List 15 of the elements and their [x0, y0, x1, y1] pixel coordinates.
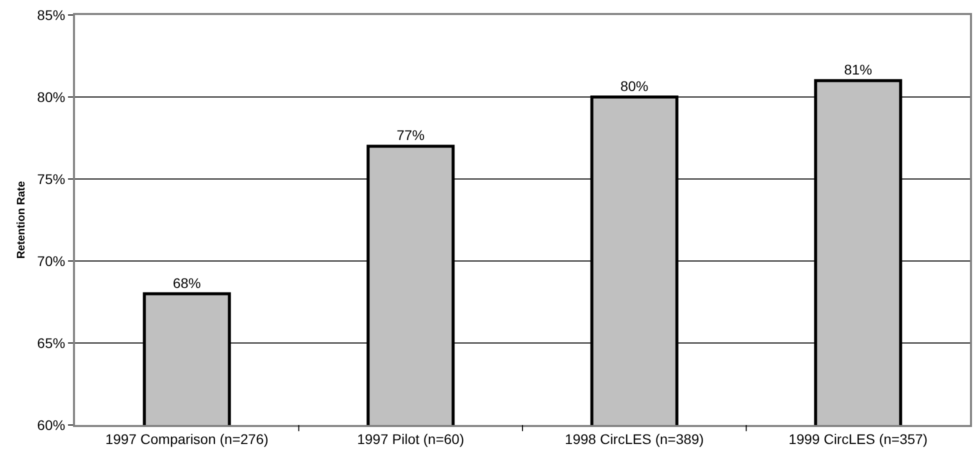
x-tick-label: 1998 CircLES (n=389) [564, 430, 704, 447]
data-label: 68% [172, 274, 201, 291]
y-axis-title: Retention Rate [15, 181, 28, 259]
x-tick-label: 1997 Comparison (n=276) [105, 430, 268, 447]
y-tick-label: 75% [37, 170, 66, 187]
y-tick-label: 85% [37, 6, 66, 23]
data-label: 81% [844, 62, 872, 78]
y-tick-label: 60% [37, 416, 66, 433]
y-tick-label: 70% [37, 252, 66, 269]
data-label: 80% [620, 78, 648, 94]
x-tick-label: 1999 CircLES (n=357) [788, 430, 928, 447]
x-tick-label: 1997 Pilot (n=60) [357, 430, 464, 447]
y-tick-label: 80% [37, 88, 66, 105]
data-label: 77% [396, 127, 425, 144]
y-tick-label: 65% [37, 334, 66, 351]
